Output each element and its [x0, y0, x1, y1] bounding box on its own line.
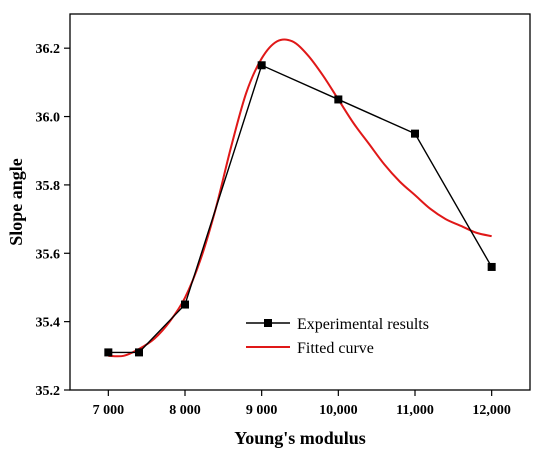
experimental-point-2	[181, 300, 189, 309]
plot-area	[69, 13, 531, 391]
experimental-point-5	[411, 129, 419, 138]
x-tick-label-1: 8 000	[169, 403, 201, 418]
x-tick-label-0: 7 000	[93, 403, 125, 418]
y-tick-label-4: 36.0	[36, 111, 61, 126]
ticks-layer: 7 000 8 000 9 000 10,000 11,000 12,000 35.2 35.…	[36, 42, 511, 418]
x-tick-label-5: 12,000	[472, 403, 511, 418]
fitted-curve-line	[108, 38, 492, 358]
x-tick-label-3: 10,000	[319, 403, 358, 418]
legend-experimental-marker	[264, 319, 272, 327]
plot-frame	[69, 13, 531, 391]
y-tick-label-2: 35.6	[36, 247, 61, 262]
experimental-point-1	[135, 348, 143, 357]
y-tick-label-5: 36.2	[36, 42, 61, 57]
experimental-point-0	[104, 348, 113, 357]
y-axis-title: Slope angle	[6, 158, 26, 246]
x-tick-label-2: 9 000	[246, 403, 278, 418]
y-tick-label-1: 35.4	[36, 316, 61, 331]
experimental-point-4	[334, 95, 343, 104]
experimental-point-3	[257, 61, 266, 70]
experimental-point-6	[487, 262, 496, 271]
legend: Experimental results Fitted curve	[246, 316, 429, 357]
x-tick-label-4: 11,000	[396, 403, 434, 418]
y-tick-label-0: 35.2	[36, 384, 61, 399]
x-axis-title: Young's modulus	[234, 428, 366, 448]
experimental-results-line	[108, 64, 493, 354]
series-layer	[104, 38, 496, 358]
y-tick-label-3: 35.8	[36, 179, 61, 194]
legend-fitted-label: Fitted curve	[297, 340, 374, 357]
legend-experimental-label: Experimental results	[297, 316, 429, 333]
